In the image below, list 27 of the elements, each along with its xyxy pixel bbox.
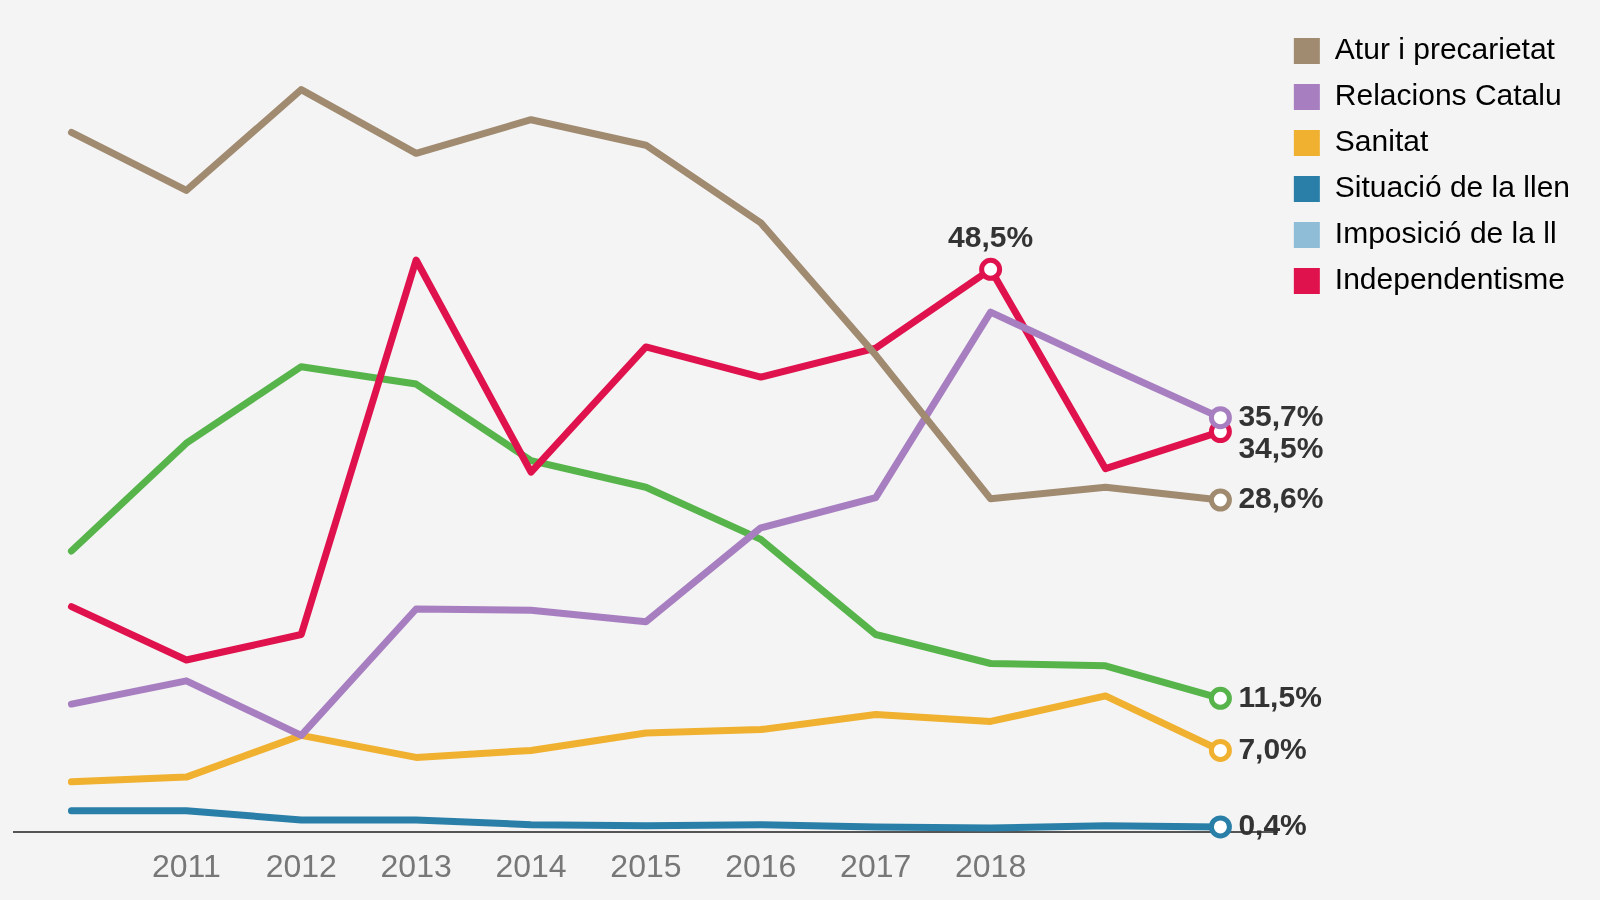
x-tick-label: 2016 [725,847,797,884]
point [1208,406,1232,430]
x-tick-label: 2018 [955,847,1027,884]
data-label: 7,0% [1238,731,1307,765]
point [1208,488,1232,512]
x-tick-label: 2014 [495,847,567,884]
point [1208,815,1232,839]
data-label: 0,4% [1238,808,1307,842]
point [979,257,1003,281]
legend-label: Atur i precarietat [1334,32,1556,66]
x-tick-label: 2017 [840,847,912,884]
data-label: 11,5% [1238,679,1322,713]
data-label: 28,6% [1238,481,1324,515]
data-label: 34,5% [1238,430,1324,464]
x-tick-label: 2013 [380,847,452,884]
legend-label: Relacions Catalu [1334,78,1562,112]
x-tick-label: 2012 [265,847,337,884]
point [1208,686,1232,710]
legend-label: Independentisme [1334,262,1566,296]
point [1208,738,1232,762]
legend-label: Sanitat [1334,124,1429,158]
x-tick-label: 2015 [610,847,682,884]
data-label: 48,5% [948,219,1034,253]
legend-label: Imposició de la ll [1334,216,1557,250]
data-label: 35,7% [1238,398,1324,432]
legend-label: Situació de la llen [1334,170,1570,204]
x-tick-label: 2011 [151,847,221,884]
